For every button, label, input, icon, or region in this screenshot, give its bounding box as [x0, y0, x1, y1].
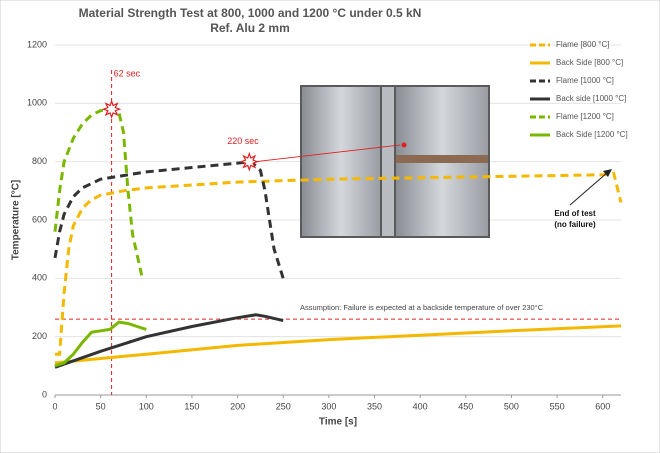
y-tick-label: 800: [32, 156, 47, 166]
photo-left: [302, 87, 380, 236]
end-arrow: [569, 171, 609, 206]
y-tick-label: 600: [32, 214, 47, 224]
x-tick-label: 0: [52, 401, 57, 411]
x-tick-label: 300: [321, 401, 336, 411]
x-axis-title: Time [s]: [319, 417, 357, 428]
y-tick-label: 400: [32, 273, 47, 283]
end-note: End of test: [554, 209, 596, 218]
photo-crack: [396, 155, 488, 163]
y-tick-label: 1200: [27, 39, 47, 49]
y-tick-label: 0: [42, 389, 47, 399]
x-tick-label: 200: [230, 401, 245, 411]
x-tick-label: 550: [550, 401, 565, 411]
y-tick-label: 1000: [27, 98, 47, 108]
series-line: [54, 324, 622, 365]
point-label: 220 sec: [227, 136, 259, 146]
legend-label: Flame [1200 °C]: [556, 112, 614, 121]
end-arrowhead: [603, 169, 612, 177]
hline-label: Assumption: Failure is expected at a bac…: [300, 303, 544, 312]
series-line: [53, 107, 144, 276]
legend-label: Back Side [1200 °C]: [556, 130, 628, 139]
starburst: [101, 99, 122, 120]
photo-ruler: [382, 87, 394, 236]
x-tick-label: 100: [139, 401, 154, 411]
x-tick-label: 50: [96, 401, 106, 411]
x-tick-label: 150: [184, 401, 199, 411]
starburst: [239, 151, 260, 172]
legend-label: Back side [1000 °C]: [556, 94, 626, 103]
y-tick-label: 200: [32, 331, 47, 341]
x-tick-label: 500: [504, 401, 519, 411]
pointer: [255, 144, 401, 163]
series-line: [54, 320, 147, 368]
x-tick-label: 250: [276, 401, 291, 411]
y-axis-title: Temperature [°C]: [11, 180, 22, 261]
x-tick-label: 350: [367, 401, 382, 411]
legend-label: Flame [800 °C]: [556, 40, 609, 49]
series-line: [54, 313, 284, 369]
series-line: [55, 171, 623, 356]
legend-label: Back Side [800 °C]: [556, 58, 623, 67]
series-line: [53, 160, 285, 279]
x-tick-label: 400: [413, 401, 428, 411]
x-tick-label: 600: [595, 401, 610, 411]
chart-title: Ref. Alu 2 mm: [210, 21, 290, 35]
photo: [300, 85, 490, 238]
chart-title: Material Strength Test at 800, 1000 and …: [79, 6, 422, 20]
vline-label: 62 sec: [114, 68, 141, 78]
end-note: (no failure): [554, 220, 596, 229]
photo-dot: [401, 142, 407, 148]
legend-label: Flame [1000 °C]: [556, 76, 614, 85]
x-tick-label: 450: [458, 401, 473, 411]
